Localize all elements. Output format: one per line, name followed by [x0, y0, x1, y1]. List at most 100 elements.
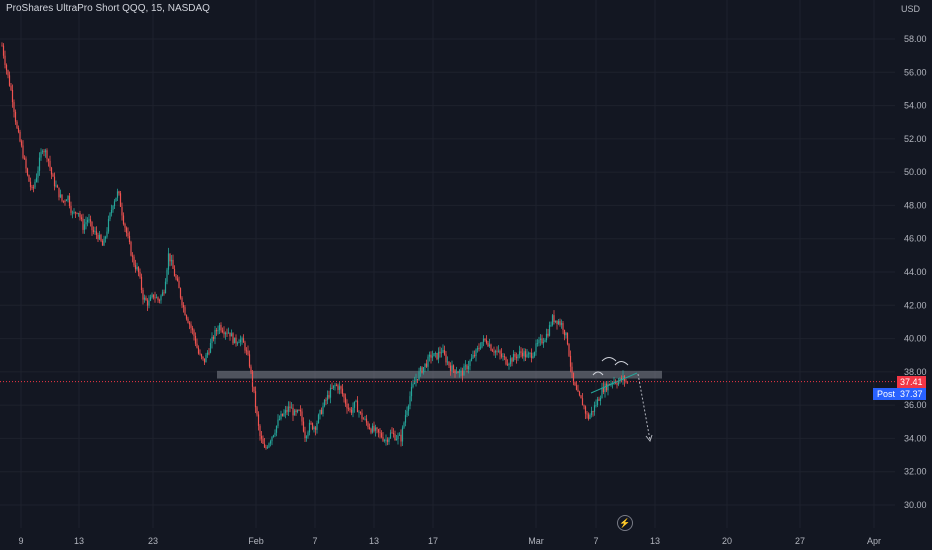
candle-body: [137, 266, 140, 273]
candle-body: [419, 367, 422, 372]
candle-body: [590, 410, 593, 415]
last-price-tag: 37.41: [897, 376, 926, 388]
x-tick-label: 13: [369, 536, 379, 546]
candle-body: [497, 350, 500, 352]
support-zone[interactable]: [217, 370, 662, 379]
shoulder-arc-right[interactable]: [614, 361, 629, 366]
candle-body: [413, 382, 416, 385]
candle-body: [2, 45, 5, 56]
y-tick-label: 44.00: [904, 267, 927, 277]
candle-body: [8, 75, 11, 86]
candle-body: [5, 64, 8, 71]
x-tick-label: Mar: [528, 536, 544, 546]
candle-body: [325, 399, 327, 401]
candle-body: [401, 427, 404, 442]
candle-body: [461, 370, 464, 376]
trend-line[interactable]: [590, 372, 638, 394]
candle-body: [575, 385, 578, 390]
candle-body: [116, 191, 119, 198]
candle-body: [394, 434, 396, 441]
candle-body: [437, 351, 440, 360]
candle-body: [224, 332, 227, 335]
candle-body: [424, 363, 426, 368]
projection-arrow[interactable]: [637, 373, 651, 441]
candle-body: [457, 372, 459, 374]
candle-body: [227, 332, 230, 334]
time-axis[interactable]: 9 13 23 Feb 7 13 17 Mar 7 13 20 27 Apr: [18, 536, 881, 546]
candle-body: [476, 348, 479, 350]
candle-body: [362, 418, 365, 420]
candle-body: [557, 321, 560, 324]
candle-body: [479, 347, 482, 349]
candle-body: [403, 422, 405, 428]
candle-body: [95, 231, 98, 235]
candle-body: [620, 378, 623, 381]
candle-body: [253, 386, 255, 392]
candle-body: [368, 427, 371, 429]
candle-body: [59, 194, 62, 198]
candle-body: [211, 336, 213, 344]
candle-body: [74, 211, 77, 213]
candle-body: [113, 201, 116, 206]
candle-body: [164, 281, 167, 294]
candle-body: [416, 379, 419, 380]
candle-body: [406, 410, 408, 416]
y-tick-label: 48.00: [904, 200, 927, 210]
y-tick-label: 32.00: [904, 467, 927, 477]
candle-body: [83, 224, 86, 230]
candle-body: [341, 388, 344, 395]
candle-body: [404, 415, 407, 423]
candle-body: [445, 354, 447, 363]
candle-body: [229, 332, 231, 337]
candle-body: [436, 352, 438, 360]
candle-body: [118, 191, 120, 194]
candle-body: [478, 348, 480, 349]
candle-body: [77, 213, 80, 214]
head-arc[interactable]: [601, 357, 617, 362]
y-tick-label: 50.00: [904, 167, 927, 177]
y-tick-label: 38.00: [904, 367, 927, 377]
candle-body: [130, 242, 132, 256]
candle-body: [115, 197, 117, 202]
shoulder-arc-left[interactable]: [592, 371, 604, 376]
candle-body: [317, 414, 320, 423]
candle-body: [577, 389, 579, 392]
candle-body: [62, 200, 65, 202]
candle-body: [71, 212, 74, 214]
candle-body: [233, 337, 236, 344]
candle-body: [283, 413, 285, 416]
candle-body: [583, 405, 585, 407]
drawings[interactable]: [590, 357, 653, 443]
lightning-icon[interactable]: ⚡: [617, 515, 633, 531]
candle-body: [148, 300, 150, 306]
candle-body: [271, 436, 273, 442]
candle-body: [385, 439, 387, 441]
candle-body: [40, 152, 42, 158]
price-axis[interactable]: 30.00 32.00 34.00 36.00 38.00 40.00 42.00 44.00…: [904, 34, 927, 510]
candle-body: [377, 429, 380, 433]
candle-body: [161, 292, 164, 296]
candle-body: [82, 218, 84, 230]
candle-body: [527, 353, 530, 355]
candle-body: [215, 330, 218, 332]
candle-body: [526, 354, 528, 358]
candle-body: [574, 382, 576, 386]
candle-body: [338, 386, 341, 390]
candle-body: [218, 324, 221, 331]
candle-body: [242, 338, 245, 343]
candle-body: [512, 353, 515, 362]
candle-body: [578, 391, 581, 396]
candle-body: [272, 435, 275, 437]
y-tick-label: 30.00: [904, 500, 927, 510]
candle-body: [383, 440, 386, 441]
candle-body: [64, 201, 66, 202]
candle-body: [397, 435, 399, 439]
candle-body: [50, 167, 53, 175]
currency-label: USD: [900, 4, 920, 14]
candle-body: [391, 432, 393, 434]
candle-body: [379, 432, 381, 434]
candle-body: [376, 427, 378, 430]
candle-body: [622, 375, 624, 381]
post-label: Post: [873, 388, 900, 400]
